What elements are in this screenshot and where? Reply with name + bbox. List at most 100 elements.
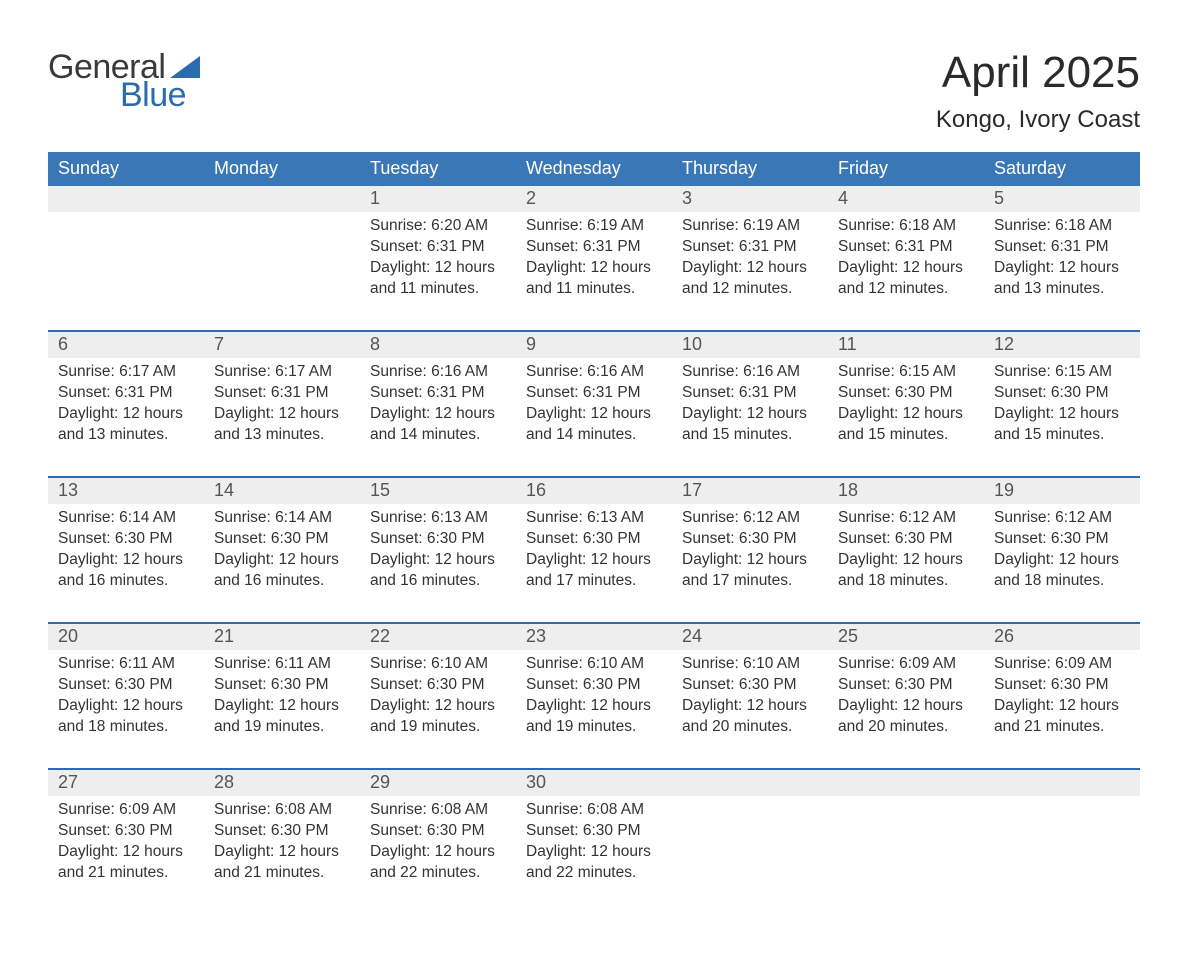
daylight-line2: and 16 minutes. <box>214 571 350 592</box>
logo: General Blue <box>48 50 200 112</box>
sunset-text: Sunset: 6:31 PM <box>370 237 506 258</box>
daylight-line2: and 20 minutes. <box>682 717 818 738</box>
daylight-line2: and 14 minutes. <box>526 425 662 446</box>
day-cell: Sunrise: 6:13 AMSunset: 6:30 PMDaylight:… <box>516 504 672 622</box>
title-block: April 2025 Kongo, Ivory Coast <box>936 50 1140 134</box>
page: General Blue April 2025 Kongo, Ivory Coa… <box>0 0 1188 954</box>
daylight-line2: and 13 minutes. <box>994 279 1130 300</box>
daylight-line2: and 16 minutes. <box>58 571 194 592</box>
date-number: 3 <box>672 186 828 212</box>
sunrise-text: Sunrise: 6:13 AM <box>370 508 506 529</box>
daylight-line2: and 21 minutes. <box>214 863 350 884</box>
sunrise-text: Sunrise: 6:11 AM <box>214 654 350 675</box>
day-cell: Sunrise: 6:09 AMSunset: 6:30 PMDaylight:… <box>48 796 204 914</box>
week-body: Sunrise: 6:20 AMSunset: 6:31 PMDaylight:… <box>48 212 1140 330</box>
daylight-line1: Daylight: 12 hours <box>370 550 506 571</box>
daylight-line1: Daylight: 12 hours <box>526 842 662 863</box>
sunset-text: Sunset: 6:30 PM <box>838 675 974 696</box>
date-number: 1 <box>360 186 516 212</box>
day-cell: Sunrise: 6:11 AMSunset: 6:30 PMDaylight:… <box>48 650 204 768</box>
daylight-line2: and 18 minutes. <box>58 717 194 738</box>
date-number <box>204 186 360 212</box>
day-cell <box>204 212 360 330</box>
sunrise-text: Sunrise: 6:19 AM <box>526 216 662 237</box>
sunrise-text: Sunrise: 6:15 AM <box>994 362 1130 383</box>
date-number: 17 <box>672 478 828 504</box>
sunrise-text: Sunrise: 6:16 AM <box>526 362 662 383</box>
sunset-text: Sunset: 6:30 PM <box>838 383 974 404</box>
sunrise-text: Sunrise: 6:09 AM <box>58 800 194 821</box>
day-cell: Sunrise: 6:09 AMSunset: 6:30 PMDaylight:… <box>984 650 1140 768</box>
sunset-text: Sunset: 6:31 PM <box>58 383 194 404</box>
sunset-text: Sunset: 6:30 PM <box>994 675 1130 696</box>
date-number: 24 <box>672 624 828 650</box>
day-cell: Sunrise: 6:15 AMSunset: 6:30 PMDaylight:… <box>828 358 984 476</box>
daylight-line2: and 18 minutes. <box>994 571 1130 592</box>
day-cell: Sunrise: 6:14 AMSunset: 6:30 PMDaylight:… <box>48 504 204 622</box>
daylight-line1: Daylight: 12 hours <box>682 696 818 717</box>
daylight-line1: Daylight: 12 hours <box>214 696 350 717</box>
sunrise-text: Sunrise: 6:18 AM <box>994 216 1130 237</box>
sunset-text: Sunset: 6:31 PM <box>526 237 662 258</box>
sunrise-text: Sunrise: 6:16 AM <box>370 362 506 383</box>
sunset-text: Sunset: 6:30 PM <box>58 529 194 550</box>
date-number: 7 <box>204 332 360 358</box>
sunset-text: Sunset: 6:31 PM <box>682 237 818 258</box>
date-number: 14 <box>204 478 360 504</box>
sunrise-text: Sunrise: 6:18 AM <box>838 216 974 237</box>
daylight-line2: and 22 minutes. <box>370 863 506 884</box>
daylight-line1: Daylight: 12 hours <box>994 550 1130 571</box>
sunrise-text: Sunrise: 6:14 AM <box>214 508 350 529</box>
daylight-line2: and 13 minutes. <box>214 425 350 446</box>
day-cell: Sunrise: 6:12 AMSunset: 6:30 PMDaylight:… <box>828 504 984 622</box>
sunrise-text: Sunrise: 6:12 AM <box>838 508 974 529</box>
daylight-line2: and 21 minutes. <box>994 717 1130 738</box>
date-number: 18 <box>828 478 984 504</box>
daylight-line2: and 14 minutes. <box>370 425 506 446</box>
sunrise-text: Sunrise: 6:08 AM <box>214 800 350 821</box>
daylight-line1: Daylight: 12 hours <box>994 404 1130 425</box>
daylight-line1: Daylight: 12 hours <box>58 842 194 863</box>
day-cell: Sunrise: 6:19 AMSunset: 6:31 PMDaylight:… <box>672 212 828 330</box>
sunset-text: Sunset: 6:30 PM <box>370 675 506 696</box>
sunrise-text: Sunrise: 6:16 AM <box>682 362 818 383</box>
daylight-line1: Daylight: 12 hours <box>370 258 506 279</box>
sunset-text: Sunset: 6:30 PM <box>526 529 662 550</box>
daylight-line2: and 18 minutes. <box>838 571 974 592</box>
sunset-text: Sunset: 6:30 PM <box>58 675 194 696</box>
sunset-text: Sunset: 6:30 PM <box>370 821 506 842</box>
daylight-line1: Daylight: 12 hours <box>838 550 974 571</box>
date-bar: 27282930 <box>48 770 1140 796</box>
date-number: 27 <box>48 770 204 796</box>
daylight-line1: Daylight: 12 hours <box>682 404 818 425</box>
daylight-line2: and 15 minutes. <box>994 425 1130 446</box>
daylight-line1: Daylight: 12 hours <box>214 404 350 425</box>
day-cell: Sunrise: 6:18 AMSunset: 6:31 PMDaylight:… <box>984 212 1140 330</box>
date-number <box>672 770 828 796</box>
date-number: 6 <box>48 332 204 358</box>
daylight-line1: Daylight: 12 hours <box>994 696 1130 717</box>
sunrise-text: Sunrise: 6:15 AM <box>838 362 974 383</box>
daylight-line1: Daylight: 12 hours <box>526 404 662 425</box>
daylight-line2: and 17 minutes. <box>682 571 818 592</box>
sunset-text: Sunset: 6:30 PM <box>214 675 350 696</box>
daylight-line1: Daylight: 12 hours <box>838 404 974 425</box>
sunrise-text: Sunrise: 6:20 AM <box>370 216 506 237</box>
day-cell: Sunrise: 6:12 AMSunset: 6:30 PMDaylight:… <box>672 504 828 622</box>
week-body: Sunrise: 6:17 AMSunset: 6:31 PMDaylight:… <box>48 358 1140 476</box>
sunset-text: Sunset: 6:30 PM <box>682 675 818 696</box>
day-cell <box>672 796 828 914</box>
daylight-line2: and 17 minutes. <box>526 571 662 592</box>
date-number: 13 <box>48 478 204 504</box>
sunrise-text: Sunrise: 6:08 AM <box>526 800 662 821</box>
date-number: 12 <box>984 332 1140 358</box>
daylight-line2: and 16 minutes. <box>370 571 506 592</box>
day-cell: Sunrise: 6:08 AMSunset: 6:30 PMDaylight:… <box>360 796 516 914</box>
daylight-line2: and 22 minutes. <box>526 863 662 884</box>
day-cell: Sunrise: 6:16 AMSunset: 6:31 PMDaylight:… <box>360 358 516 476</box>
day-cell: Sunrise: 6:18 AMSunset: 6:31 PMDaylight:… <box>828 212 984 330</box>
sunrise-text: Sunrise: 6:14 AM <box>58 508 194 529</box>
day-of-week-header: Sunday Monday Tuesday Wednesday Thursday… <box>48 152 1140 186</box>
sunrise-text: Sunrise: 6:19 AM <box>682 216 818 237</box>
title-location: Kongo, Ivory Coast <box>936 106 1140 134</box>
